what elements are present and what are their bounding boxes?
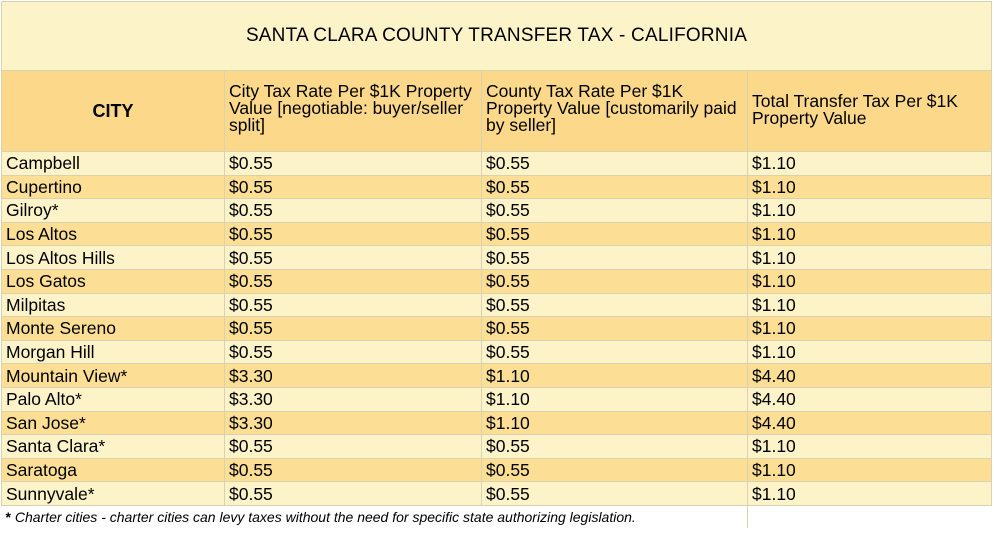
header-row: CITY City Tax Rate Per $1K Property Valu… [1, 70, 993, 152]
table-body: Campbell $0.55 $0.55 $1.10 Cupertino $0.55 $0.… [1, 151, 993, 506]
footnote-row: * Charter cities - charter cities can le… [1, 505, 992, 528]
table-row: Campbell $0.55 $0.55 $1.10 [1, 151, 993, 176]
table-row: Sunnyvale* $0.55 $0.55 $1.10 [1, 481, 993, 506]
cell-county-rate: $0.55 [481, 434, 748, 459]
cell-county-rate: $1.10 [481, 363, 748, 388]
cell-city-rate: $3.30 [224, 363, 482, 388]
table-row: Cupertino $0.55 $0.55 $1.10 [1, 174, 993, 200]
cell-county-rate: $0.55 [481, 151, 748, 176]
cell-county-rate: $0.55 [481, 198, 748, 223]
header-city: CITY [1, 70, 225, 152]
cell-city: Campbell [1, 151, 225, 176]
table-row: Los Altos $0.55 $0.55 $1.10 [1, 221, 993, 247]
cell-total: $1.10 [746, 221, 993, 247]
cell-city: San Jose* [1, 410, 225, 436]
cell-total: $1.10 [746, 151, 993, 176]
cell-county-rate: $0.55 [481, 481, 748, 506]
header-city-rate: City Tax Rate Per $1K Property Value [ne… [224, 70, 482, 152]
cell-city-rate: $0.55 [224, 434, 482, 459]
header-county-rate-text: County Tax Rate Per $1K Property Value [… [486, 80, 737, 135]
cell-county-rate: $0.55 [481, 292, 748, 318]
cell-city-rate: $3.30 [224, 410, 482, 436]
cell-total: $1.10 [746, 245, 993, 270]
cell-city: Los Altos [1, 221, 225, 247]
cell-city-rate: $0.55 [224, 481, 482, 506]
header-city-rate-text: City Tax Rate Per $1K Property Value [ne… [229, 80, 472, 135]
cell-city: Cupertino [1, 174, 225, 200]
cell-total: $1.10 [746, 481, 993, 506]
cell-city-rate: $0.55 [224, 292, 482, 318]
cell-city: Mountain View* [1, 363, 225, 388]
cell-county-rate: $1.10 [481, 386, 748, 412]
cell-city-rate: $0.55 [224, 316, 482, 341]
cell-city-rate: $0.55 [224, 174, 482, 200]
cell-total: $4.40 [746, 410, 993, 436]
cell-county-rate: $0.55 [481, 221, 748, 247]
footnote-marker: * [5, 508, 11, 525]
cell-city: Palo Alto* [1, 386, 225, 412]
table-row: Morgan Hill $0.55 $0.55 $1.10 [1, 339, 993, 365]
cell-county-rate: $0.55 [481, 245, 748, 270]
header-total-text: Total Transfer Tax Per $1K Property Valu… [752, 91, 958, 128]
footnote-blank-cell [747, 505, 992, 528]
cell-city-rate: $0.55 [224, 339, 482, 365]
cell-county-rate: $0.55 [481, 174, 748, 200]
cell-county-rate: $1.10 [481, 410, 748, 436]
title-row: SANTA CLARA COUNTY TRANSFER TAX - CALIFO… [0, 1, 993, 71]
cell-city-rate: $0.55 [224, 457, 482, 483]
table-row: Palo Alto* $3.30 $1.10 $4.40 [1, 386, 993, 412]
cell-total: $1.10 [746, 198, 993, 223]
table-row: Monte Sereno $0.55 $0.55 $1.10 [1, 316, 993, 341]
table-row: Gilroy* $0.55 $0.55 $1.10 [1, 198, 993, 223]
cell-city-rate: $0.55 [224, 151, 482, 176]
cell-city: Sunnyvale* [1, 481, 225, 506]
footnote: * Charter cities - charter cities can le… [1, 505, 748, 528]
cell-city: Saratoga [1, 457, 225, 483]
cell-city: Monte Sereno [1, 316, 225, 341]
table-row: Mountain View* $3.30 $1.10 $4.40 [1, 363, 993, 388]
table-row: Saratoga $0.55 $0.55 $1.10 [1, 457, 993, 483]
cell-total: $1.10 [746, 339, 993, 365]
cell-county-rate: $0.55 [481, 268, 748, 294]
table-row: San Jose* $3.30 $1.10 $4.40 [1, 410, 993, 436]
cell-city: Los Gatos [1, 268, 225, 294]
footnote-text: Charter cities - charter cities can levy… [10, 508, 636, 525]
cell-total: $1.10 [746, 457, 993, 483]
table-row: Los Altos Hills $0.55 $0.55 $1.10 [1, 245, 993, 270]
cell-county-rate: $0.55 [481, 457, 748, 483]
table-row: Milpitas $0.55 $0.55 $1.10 [1, 292, 993, 318]
cell-city: Santa Clara* [1, 434, 225, 459]
header-county-rate: County Tax Rate Per $1K Property Value [… [481, 70, 748, 152]
cell-total: $1.10 [746, 316, 993, 341]
cell-county-rate: $0.55 [481, 339, 748, 365]
table-row: Santa Clara* $0.55 $0.55 $1.10 [1, 434, 993, 459]
cell-total: $1.10 [746, 174, 993, 200]
cell-county-rate: $0.55 [481, 316, 748, 341]
header-total: Total Transfer Tax Per $1K Property Valu… [746, 70, 993, 152]
table-title: SANTA CLARA COUNTY TRANSFER TAX - CALIFO… [0, 1, 993, 71]
cell-total: $1.10 [746, 434, 993, 459]
cell-city-rate: $0.55 [224, 221, 482, 247]
cell-total: $4.40 [746, 363, 993, 388]
cell-city-rate: $0.55 [224, 198, 482, 223]
cell-city: Gilroy* [1, 198, 225, 223]
cell-total: $1.10 [746, 292, 993, 318]
cell-city-rate: $0.55 [224, 245, 482, 270]
cell-city-rate: $3.30 [224, 386, 482, 412]
cell-city: Los Altos Hills [1, 245, 225, 270]
table-row: Los Gatos $0.55 $0.55 $1.10 [1, 268, 993, 294]
cell-city-rate: $0.55 [224, 268, 482, 294]
cell-city: Milpitas [1, 292, 225, 318]
cell-city: Morgan Hill [1, 339, 225, 365]
cell-total: $1.10 [746, 268, 993, 294]
cell-total: $4.40 [746, 386, 993, 412]
